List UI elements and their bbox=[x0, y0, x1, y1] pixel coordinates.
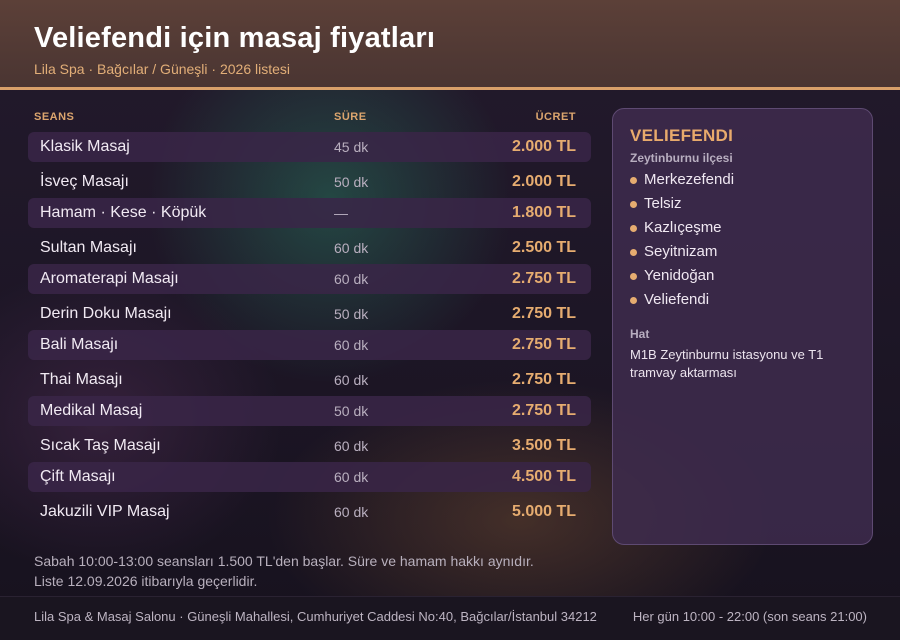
district-title: VELIEFENDI bbox=[630, 126, 734, 145]
session-duration: 60 dk bbox=[334, 503, 369, 520]
session-name: Jakuzili VIP Masaj bbox=[40, 502, 170, 520]
page-header: Veliefendi için masaj fiyatları Lila Spa… bbox=[0, 0, 900, 90]
session-duration: 60 dk bbox=[334, 437, 369, 454]
session-name: Aromaterapi Masajı bbox=[40, 270, 179, 287]
session-price: 2.750 TL bbox=[511, 304, 576, 322]
session-duration: 50 dk bbox=[334, 305, 369, 322]
session-duration: 45 dk bbox=[334, 139, 369, 155]
page-title: Veliefendi için masaj fiyatları bbox=[34, 22, 436, 54]
session-price: 2.500 TL bbox=[511, 238, 576, 256]
neighborhood-name: Yenidoğan bbox=[644, 267, 715, 284]
neighborhood-name: Veliefendi bbox=[644, 291, 710, 308]
list-item: Kazlıçeşme bbox=[630, 218, 734, 242]
session-price: 1.800 TL bbox=[511, 204, 576, 221]
footer-address: Lila Spa & Masaj Salonu · Güneşli Mahall… bbox=[34, 609, 597, 624]
neighborhood-name: Seyitnizam bbox=[644, 243, 718, 260]
bullet-icon bbox=[630, 225, 637, 232]
session-price: 2.750 TL bbox=[511, 270, 576, 287]
session-duration: 60 dk bbox=[334, 239, 369, 256]
column-header-duration: SÜRE bbox=[334, 111, 367, 123]
bullet-icon bbox=[630, 297, 637, 304]
session-duration: 60 dk bbox=[334, 271, 369, 287]
transit-line-label: Hat bbox=[630, 327, 650, 341]
table-row: Aromaterapi Masajı 60 dk 2.750 TL bbox=[28, 264, 591, 294]
session-name: İsveç Masajı bbox=[40, 172, 129, 190]
table-row: Hamam · Kese · Köpük — 1.800 TL bbox=[28, 198, 591, 228]
transit-line-text: M1B Zeytinburnu istasyonu ve T1 tramvay … bbox=[630, 347, 824, 380]
price-table: Klasik Masaj 45 dk 2.000 TL İsveç Masajı… bbox=[28, 132, 591, 528]
column-header-price: ÜCRET bbox=[535, 111, 576, 123]
bullet-icon bbox=[630, 249, 637, 256]
list-item: Veliefendi bbox=[630, 290, 734, 314]
table-row: Çift Masajı 60 dk 4.500 TL bbox=[28, 462, 591, 492]
session-duration: 60 dk bbox=[334, 469, 369, 485]
note-line: Sabah 10:00-13:00 seansları 1.500 TL'den… bbox=[34, 553, 534, 569]
column-header-session: SEANS bbox=[34, 111, 75, 123]
session-price: 4.500 TL bbox=[511, 468, 576, 485]
table-row: Jakuzili VIP Masaj 60 dk 5.000 TL bbox=[28, 495, 591, 528]
neighborhood-list: Merkezefendi Telsiz Kazlıçeşme Seyitniza… bbox=[630, 170, 734, 314]
bullet-icon bbox=[630, 273, 637, 280]
session-price: 2.750 TL bbox=[511, 336, 576, 353]
session-price: 2.750 TL bbox=[511, 402, 576, 419]
district-info-panel: VELIEFENDI Zeytinburnu ilçesi Merkezefen… bbox=[612, 108, 873, 545]
neighborhood-name: Telsiz bbox=[644, 195, 682, 212]
session-name: Derin Doku Masajı bbox=[40, 304, 172, 322]
bullet-icon bbox=[630, 201, 637, 208]
page-footer: Lila Spa & Masaj Salonu · Güneşli Mahall… bbox=[0, 596, 900, 640]
session-price: 2.000 TL bbox=[511, 172, 576, 190]
session-name: Bali Masajı bbox=[40, 336, 119, 353]
session-duration: — bbox=[334, 205, 348, 221]
session-name: Hamam · Kese · Köpük bbox=[40, 204, 207, 221]
session-name: Klasik Masaj bbox=[40, 138, 130, 155]
session-name: Sıcak Taş Masajı bbox=[40, 436, 161, 454]
list-item: Merkezefendi bbox=[630, 170, 734, 194]
bullet-icon bbox=[630, 177, 637, 184]
table-row: Derin Doku Masajı 50 dk 2.750 TL bbox=[28, 297, 591, 330]
session-price: 2.000 TL bbox=[511, 138, 576, 155]
price-table-header: SEANS SÜRE ÜCRET bbox=[0, 111, 600, 127]
list-item: Yenidoğan bbox=[630, 266, 734, 290]
table-row: İsveç Masajı 50 dk 2.000 TL bbox=[28, 165, 591, 198]
session-name: Çift Masajı bbox=[40, 468, 116, 485]
district-subtitle: Zeytinburnu ilçesi bbox=[630, 151, 733, 165]
session-name: Thai Masajı bbox=[40, 370, 123, 388]
page-subtitle: Lila Spa · Bağcılar / Güneşli · 2026 lis… bbox=[34, 61, 291, 77]
footer-hours: Her gün 10:00 - 22:00 (son seans 21:00) bbox=[632, 609, 867, 624]
table-row: Sıcak Taş Masajı 60 dk 3.500 TL bbox=[28, 429, 591, 462]
table-row: Bali Masajı 60 dk 2.750 TL bbox=[28, 330, 591, 360]
session-duration: 60 dk bbox=[334, 371, 369, 388]
note-line: Liste 12.09.2026 itibarıyla geçerlidir. bbox=[34, 573, 258, 589]
list-item: Telsiz bbox=[630, 194, 734, 218]
table-row: Klasik Masaj 45 dk 2.000 TL bbox=[28, 132, 591, 162]
session-name: Medikal Masaj bbox=[40, 402, 143, 419]
list-item: Seyitnizam bbox=[630, 242, 734, 266]
table-row: Thai Masajı 60 dk 2.750 TL bbox=[28, 363, 591, 396]
table-row: Medikal Masaj 50 dk 2.750 TL bbox=[28, 396, 591, 426]
neighborhood-name: Kazlıçeşme bbox=[644, 219, 722, 236]
session-name: Sultan Masajı bbox=[40, 238, 137, 256]
price-note: Sabah 10:00-13:00 seansları 1.500 TL'den… bbox=[34, 551, 594, 591]
table-row: Sultan Masajı 60 dk 2.500 TL bbox=[28, 231, 591, 264]
session-price: 2.750 TL bbox=[511, 370, 576, 388]
session-duration: 50 dk bbox=[334, 173, 369, 190]
neighborhood-name: Merkezefendi bbox=[644, 171, 735, 188]
session-duration: 60 dk bbox=[334, 337, 369, 353]
session-duration: 50 dk bbox=[334, 403, 369, 419]
session-price: 5.000 TL bbox=[511, 502, 576, 520]
session-price: 3.500 TL bbox=[511, 436, 576, 454]
